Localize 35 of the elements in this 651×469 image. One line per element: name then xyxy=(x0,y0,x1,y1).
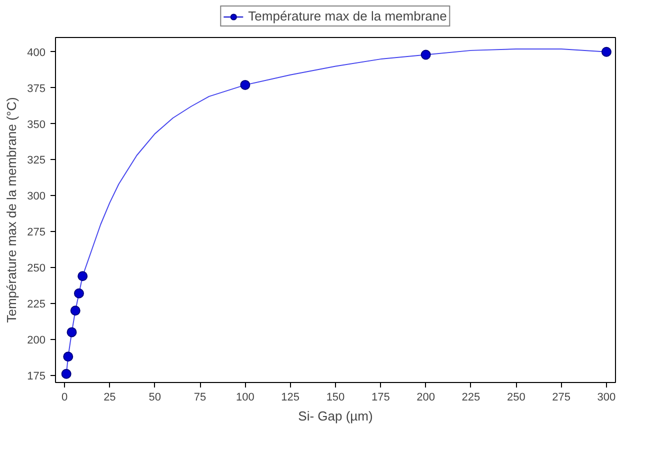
x-axis-title: Si- Gap (µm) xyxy=(298,408,373,424)
point xyxy=(61,368,72,379)
legend-label: Température max de la membrane xyxy=(248,8,447,24)
point xyxy=(70,306,80,316)
x-tick-label: 100 xyxy=(236,392,254,404)
y-axis-title: Température max de la membrane (°C) xyxy=(4,97,20,323)
x-tick-label: 50 xyxy=(148,392,161,404)
point xyxy=(240,80,250,90)
x-tick-label: 150 xyxy=(326,392,345,404)
x-tick-label: 300 xyxy=(597,392,616,404)
x-tick-label: 0 xyxy=(61,392,68,404)
point xyxy=(66,327,77,338)
x-tick-label: 25 xyxy=(104,392,116,404)
y-tick-label: 225 xyxy=(27,298,46,310)
x-tick-label: 225 xyxy=(462,392,480,404)
y-tick-label: 275 xyxy=(27,226,46,239)
y-tick-label: 325 xyxy=(27,154,46,167)
y-tick-label: 250 xyxy=(27,262,46,274)
y-tick-label: 375 xyxy=(27,82,46,95)
x-tick-label: 75 xyxy=(194,392,206,404)
point xyxy=(78,271,88,282)
y-tick-label: 175 xyxy=(27,370,46,382)
point xyxy=(420,50,431,60)
point xyxy=(601,46,612,57)
y-tick-label: 200 xyxy=(27,334,46,346)
x-tick-label: 125 xyxy=(281,392,300,404)
y-tick-label: 350 xyxy=(27,118,46,131)
x-tick-label: 250 xyxy=(506,392,526,404)
y-tick-label: 400 xyxy=(27,46,46,59)
point xyxy=(74,288,84,298)
x-tick-label: 200 xyxy=(416,392,436,404)
point xyxy=(63,352,74,362)
x-tick-label: 175 xyxy=(371,392,390,404)
x-tick-label: 275 xyxy=(552,392,570,404)
y-tick-label: 300 xyxy=(27,190,46,203)
